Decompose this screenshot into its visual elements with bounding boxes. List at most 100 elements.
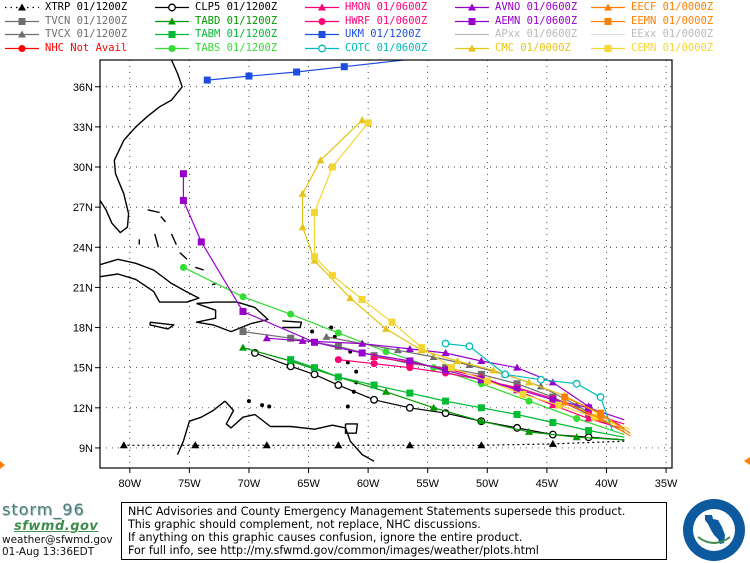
track-point xyxy=(239,328,247,336)
graticule xyxy=(100,60,672,468)
track-point xyxy=(418,344,426,352)
track-ukm xyxy=(203,59,404,84)
legend-entry: NHC Not Avail xyxy=(2,42,127,55)
model-tracks xyxy=(119,59,631,449)
track-point xyxy=(405,403,414,412)
legend-label: EExx 01/0000Z xyxy=(631,28,714,40)
legend-entry: UKM 01/1200Z xyxy=(302,28,421,41)
track-point xyxy=(346,294,355,302)
coastline xyxy=(282,320,303,329)
track-point xyxy=(334,373,342,381)
track-point xyxy=(310,370,319,379)
track-point xyxy=(548,401,557,409)
track-point xyxy=(597,409,604,417)
track-point xyxy=(560,398,569,406)
track-point xyxy=(334,356,342,364)
disclaimer-line: NHC Advisories and County Emergency Mana… xyxy=(128,505,626,518)
island xyxy=(345,360,350,365)
track-point xyxy=(168,3,176,12)
track-point xyxy=(370,381,378,389)
island xyxy=(260,403,265,408)
agency-link[interactable]: sfwmd.gov xyxy=(14,519,99,534)
axis-labels: 80W 75W 70W 65W 60W 55W 50W 45W 40W 35W 9N 12N 15N 18… xyxy=(73,82,678,490)
legend-symbol-icon xyxy=(455,44,489,51)
legend-label: TABD 01/1200Z xyxy=(195,14,278,27)
disclaimer-line[interactable]: For full info, see http://my.sfwmd.gov/c… xyxy=(128,544,539,557)
track-point xyxy=(358,116,367,124)
track-point xyxy=(334,381,343,390)
legend-entry: TABD 01/1200Z xyxy=(152,15,277,28)
legend-symbol-icon xyxy=(455,3,489,11)
track-point xyxy=(477,404,485,412)
track-point xyxy=(168,31,176,38)
track-point xyxy=(370,360,378,368)
track-point xyxy=(18,3,26,11)
legend-entry: AVNO 01/0600Z xyxy=(452,1,577,14)
disclaimer-line: If anything on this graphic causes confu… xyxy=(128,531,523,544)
legend-symbol-icon xyxy=(591,17,625,25)
legend-entry: HWRF 01/0600Z xyxy=(302,15,427,28)
legend-symbol-icon xyxy=(305,3,339,11)
legend-symbol-icon xyxy=(591,33,625,36)
track-point xyxy=(318,31,326,38)
track-point xyxy=(119,441,128,449)
right-edge-arrow-icon xyxy=(744,457,750,465)
legend-symbol-icon xyxy=(5,44,39,52)
legend-label: CLP5 01/1200Z xyxy=(195,1,278,13)
legend-symbol-icon xyxy=(5,17,39,25)
coastline xyxy=(154,233,160,248)
track-point xyxy=(311,208,318,216)
legend-label: HMON 01/0600Z xyxy=(345,1,428,13)
lat-tick-label: 33N xyxy=(73,122,93,134)
track-cotc xyxy=(441,339,613,431)
lon-tick-label: 65W xyxy=(297,478,320,490)
legend-entry: TVCN 01/1200Z xyxy=(2,15,127,28)
track-point xyxy=(293,68,301,76)
track-point xyxy=(340,63,348,71)
legend-entry: TVCX 01/1200Z xyxy=(2,28,127,41)
track-point xyxy=(468,44,476,51)
track-point xyxy=(561,393,569,401)
track-point xyxy=(465,342,474,351)
legend-label: AEMN 01/0600Z xyxy=(495,14,578,27)
track-point xyxy=(318,3,326,11)
track-point xyxy=(477,417,486,425)
legend-symbol-icon xyxy=(305,44,339,52)
legend-label: TVCX 01/1200Z xyxy=(45,28,128,40)
disclaimer-line: This graphic should complement, not repl… xyxy=(128,518,481,531)
map-frame xyxy=(99,59,673,469)
track-point xyxy=(477,376,485,384)
legend-label: NHC Not Avail xyxy=(45,41,128,54)
track-line xyxy=(302,119,625,431)
coastline xyxy=(179,252,188,260)
track-point xyxy=(203,76,211,84)
coastline xyxy=(344,423,359,434)
model-legend: XTRP 01/1200Z TVCN 01/1200Z TVCX 01/1200Z N… xyxy=(0,0,750,56)
offscreen-arrows xyxy=(0,457,750,469)
legend-entry: XTRP 01/1200Z xyxy=(2,1,127,14)
contact-email[interactable]: weather@sfwmd.gov xyxy=(2,534,113,546)
coastline xyxy=(195,301,269,333)
legend-label: TVCN 01/1200Z xyxy=(45,14,128,27)
coastline xyxy=(195,266,204,271)
track-point xyxy=(604,44,612,52)
track-point xyxy=(573,415,581,423)
legend-symbol-icon xyxy=(455,33,489,36)
track-point xyxy=(18,17,26,25)
island xyxy=(329,325,334,330)
track-clp5 xyxy=(250,349,625,442)
legend-symbol-icon xyxy=(455,17,489,25)
track-point xyxy=(245,72,253,80)
track-point xyxy=(168,17,176,24)
track-point xyxy=(429,403,438,411)
lon-tick-label: 50W xyxy=(476,478,499,490)
legend-entry: AEMN 01/0600Z xyxy=(452,15,577,28)
legend-label: EEMN 01/0000Z xyxy=(631,14,714,27)
track-line xyxy=(338,359,625,425)
lon-tick-label: 60W xyxy=(357,478,380,490)
legend-symbol-icon xyxy=(5,30,39,38)
coastline xyxy=(149,321,175,330)
track-point xyxy=(453,356,462,364)
track-point xyxy=(549,419,557,427)
track-xtrp xyxy=(119,439,625,449)
